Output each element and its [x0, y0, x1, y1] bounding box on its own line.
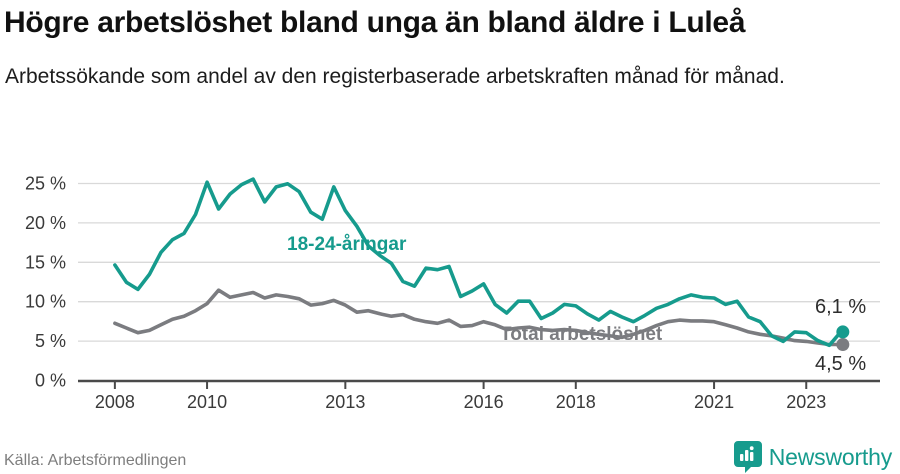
- x-tick-label: 2008: [95, 392, 135, 412]
- y-tick-label: 20 %: [25, 213, 66, 233]
- x-tick-label: 2018: [556, 392, 596, 412]
- chart-subtitle: Arbetssökande som andel av den registerb…: [5, 65, 785, 88]
- end-value-label-18-24: 6,1 %: [815, 296, 867, 318]
- x-tick-label: 2023: [786, 392, 826, 412]
- newsworthy-logo-icon: [733, 441, 762, 473]
- source-note: Källa: Arbetsförmedlingen: [4, 452, 187, 469]
- y-tick-label: 15 %: [25, 252, 66, 272]
- series-line-1: [113, 288, 843, 347]
- series-line-0: [113, 177, 843, 348]
- newsworthy-wordmark: Newsworthy: [768, 443, 892, 470]
- series-end-dot-0: [836, 325, 850, 339]
- y-tick-label: 25 %: [25, 174, 66, 194]
- y-tick-label: 5 %: [35, 331, 66, 351]
- x-tick-label: 2016: [464, 392, 504, 412]
- series-end-dot-1: [836, 338, 850, 352]
- x-tick-label: 2021: [694, 392, 734, 412]
- x-tick-label: 2010: [187, 392, 227, 412]
- y-tick-label: 0 %: [35, 371, 66, 391]
- series-label-18-24: 18-24-åringar: [287, 234, 407, 255]
- logo-bar-chart-glyph: [739, 446, 754, 461]
- y-tick-label: 10 %: [25, 292, 66, 312]
- page-title: Högre arbetslöshet bland unga än bland ä…: [4, 6, 746, 39]
- x-tick-label: 2013: [325, 392, 365, 412]
- series-label-total: Total arbetslöshet: [500, 324, 663, 345]
- newsworthy-logo: Newsworthy: [733, 441, 892, 473]
- end-value-label-total: 4,5 %: [815, 353, 867, 375]
